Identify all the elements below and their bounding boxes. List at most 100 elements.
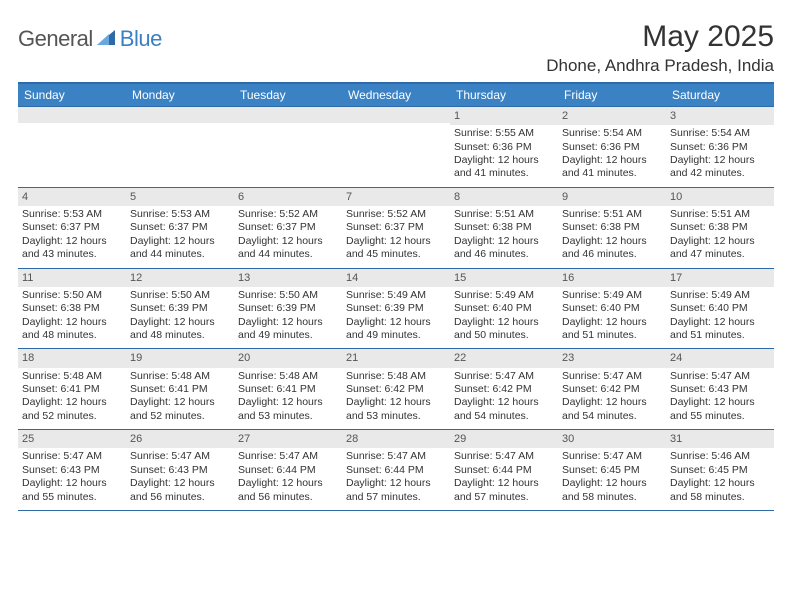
logo-text-blue: Blue xyxy=(120,26,162,52)
sunset-line: Sunset: 6:45 PM xyxy=(670,464,770,477)
day-cell: 21Sunrise: 5:48 AMSunset: 6:42 PMDayligh… xyxy=(342,349,450,429)
day-number: 5 xyxy=(126,188,234,206)
day-cell: 2Sunrise: 5:54 AMSunset: 6:36 PMDaylight… xyxy=(558,107,666,187)
daylight-line: Daylight: 12 hours and 50 minutes. xyxy=(454,316,554,343)
day-cell: 1Sunrise: 5:55 AMSunset: 6:36 PMDaylight… xyxy=(450,107,558,187)
sunset-line: Sunset: 6:37 PM xyxy=(130,221,230,234)
daylight-line: Daylight: 12 hours and 52 minutes. xyxy=(22,396,122,423)
day-body: Sunrise: 5:47 AMSunset: 6:42 PMDaylight:… xyxy=(558,368,666,430)
day-body: Sunrise: 5:47 AMSunset: 6:45 PMDaylight:… xyxy=(558,448,666,510)
day-number: 30 xyxy=(558,430,666,448)
day-body: Sunrise: 5:47 AMSunset: 6:44 PMDaylight:… xyxy=(450,448,558,510)
day-cell: 12Sunrise: 5:50 AMSunset: 6:39 PMDayligh… xyxy=(126,269,234,349)
day-number xyxy=(18,107,126,123)
sunrise-line: Sunrise: 5:47 AM xyxy=(454,370,554,383)
day-number: 9 xyxy=(558,188,666,206)
day-number: 24 xyxy=(666,349,774,367)
day-body: Sunrise: 5:51 AMSunset: 6:38 PMDaylight:… xyxy=(558,206,666,268)
day-number: 18 xyxy=(18,349,126,367)
day-body xyxy=(126,123,234,131)
day-number xyxy=(234,107,342,123)
daylight-line: Daylight: 12 hours and 47 minutes. xyxy=(670,235,770,262)
daylight-line: Daylight: 12 hours and 56 minutes. xyxy=(238,477,338,504)
logo-sail-icon xyxy=(97,28,117,51)
day-number: 29 xyxy=(450,430,558,448)
sunset-line: Sunset: 6:37 PM xyxy=(238,221,338,234)
month-title: May 2025 xyxy=(546,20,774,54)
day-number: 4 xyxy=(18,188,126,206)
day-body: Sunrise: 5:53 AMSunset: 6:37 PMDaylight:… xyxy=(18,206,126,268)
sunset-line: Sunset: 6:37 PM xyxy=(22,221,122,234)
day-cell: 11Sunrise: 5:50 AMSunset: 6:38 PMDayligh… xyxy=(18,269,126,349)
week-row: 1Sunrise: 5:55 AMSunset: 6:36 PMDaylight… xyxy=(18,106,774,187)
day-body: Sunrise: 5:54 AMSunset: 6:36 PMDaylight:… xyxy=(558,125,666,187)
day-body: Sunrise: 5:47 AMSunset: 6:44 PMDaylight:… xyxy=(234,448,342,510)
day-cell: 31Sunrise: 5:46 AMSunset: 6:45 PMDayligh… xyxy=(666,430,774,510)
title-block: May 2025 Dhone, Andhra Pradesh, India xyxy=(546,20,774,76)
sunset-line: Sunset: 6:41 PM xyxy=(130,383,230,396)
sunset-line: Sunset: 6:44 PM xyxy=(346,464,446,477)
sunset-line: Sunset: 6:43 PM xyxy=(22,464,122,477)
day-number: 31 xyxy=(666,430,774,448)
logo-text-general: General xyxy=(18,26,93,52)
week-row: 25Sunrise: 5:47 AMSunset: 6:43 PMDayligh… xyxy=(18,429,774,510)
day-body: Sunrise: 5:50 AMSunset: 6:39 PMDaylight:… xyxy=(126,287,234,349)
sunrise-line: Sunrise: 5:47 AM xyxy=(130,450,230,463)
sunset-line: Sunset: 6:40 PM xyxy=(454,302,554,315)
day-body: Sunrise: 5:47 AMSunset: 6:43 PMDaylight:… xyxy=(126,448,234,510)
sunrise-line: Sunrise: 5:48 AM xyxy=(346,370,446,383)
day-body: Sunrise: 5:48 AMSunset: 6:42 PMDaylight:… xyxy=(342,368,450,430)
sunrise-line: Sunrise: 5:47 AM xyxy=(22,450,122,463)
sunrise-line: Sunrise: 5:47 AM xyxy=(562,450,662,463)
day-number: 13 xyxy=(234,269,342,287)
sunrise-line: Sunrise: 5:51 AM xyxy=(454,208,554,221)
sunset-line: Sunset: 6:42 PM xyxy=(562,383,662,396)
daylight-line: Daylight: 12 hours and 53 minutes. xyxy=(346,396,446,423)
day-body: Sunrise: 5:48 AMSunset: 6:41 PMDaylight:… xyxy=(126,368,234,430)
daylight-line: Daylight: 12 hours and 46 minutes. xyxy=(562,235,662,262)
day-number: 1 xyxy=(450,107,558,125)
sunset-line: Sunset: 6:41 PM xyxy=(238,383,338,396)
day-cell: 26Sunrise: 5:47 AMSunset: 6:43 PMDayligh… xyxy=(126,430,234,510)
dow-cell: Thursday xyxy=(450,84,558,106)
day-cell: 27Sunrise: 5:47 AMSunset: 6:44 PMDayligh… xyxy=(234,430,342,510)
sunrise-line: Sunrise: 5:51 AM xyxy=(562,208,662,221)
day-cell: 4Sunrise: 5:53 AMSunset: 6:37 PMDaylight… xyxy=(18,188,126,268)
sunset-line: Sunset: 6:42 PM xyxy=(454,383,554,396)
day-body: Sunrise: 5:49 AMSunset: 6:40 PMDaylight:… xyxy=(558,287,666,349)
daylight-line: Daylight: 12 hours and 58 minutes. xyxy=(562,477,662,504)
day-body: Sunrise: 5:50 AMSunset: 6:38 PMDaylight:… xyxy=(18,287,126,349)
sunset-line: Sunset: 6:43 PM xyxy=(670,383,770,396)
day-number: 23 xyxy=(558,349,666,367)
sunrise-line: Sunrise: 5:47 AM xyxy=(238,450,338,463)
sunrise-line: Sunrise: 5:48 AM xyxy=(238,370,338,383)
day-cell: 16Sunrise: 5:49 AMSunset: 6:40 PMDayligh… xyxy=(558,269,666,349)
day-body xyxy=(342,123,450,131)
daylight-line: Daylight: 12 hours and 56 minutes. xyxy=(130,477,230,504)
sunrise-line: Sunrise: 5:48 AM xyxy=(130,370,230,383)
daylight-line: Daylight: 12 hours and 46 minutes. xyxy=(454,235,554,262)
day-body: Sunrise: 5:55 AMSunset: 6:36 PMDaylight:… xyxy=(450,125,558,187)
day-number: 16 xyxy=(558,269,666,287)
day-cell: 19Sunrise: 5:48 AMSunset: 6:41 PMDayligh… xyxy=(126,349,234,429)
sunset-line: Sunset: 6:38 PM xyxy=(562,221,662,234)
dow-cell: Friday xyxy=(558,84,666,106)
sunrise-line: Sunrise: 5:51 AM xyxy=(670,208,770,221)
day-body: Sunrise: 5:49 AMSunset: 6:40 PMDaylight:… xyxy=(450,287,558,349)
sunset-line: Sunset: 6:44 PM xyxy=(454,464,554,477)
day-cell: 23Sunrise: 5:47 AMSunset: 6:42 PMDayligh… xyxy=(558,349,666,429)
day-cell: 3Sunrise: 5:54 AMSunset: 6:36 PMDaylight… xyxy=(666,107,774,187)
dow-cell: Wednesday xyxy=(342,84,450,106)
day-number: 3 xyxy=(666,107,774,125)
day-number: 20 xyxy=(234,349,342,367)
week-row: 11Sunrise: 5:50 AMSunset: 6:38 PMDayligh… xyxy=(18,268,774,349)
day-body: Sunrise: 5:48 AMSunset: 6:41 PMDaylight:… xyxy=(18,368,126,430)
sunset-line: Sunset: 6:38 PM xyxy=(22,302,122,315)
daylight-line: Daylight: 12 hours and 43 minutes. xyxy=(22,235,122,262)
day-number: 14 xyxy=(342,269,450,287)
daylight-line: Daylight: 12 hours and 44 minutes. xyxy=(238,235,338,262)
day-body xyxy=(18,123,126,131)
sunset-line: Sunset: 6:38 PM xyxy=(454,221,554,234)
day-cell: 6Sunrise: 5:52 AMSunset: 6:37 PMDaylight… xyxy=(234,188,342,268)
sunrise-line: Sunrise: 5:50 AM xyxy=(130,289,230,302)
